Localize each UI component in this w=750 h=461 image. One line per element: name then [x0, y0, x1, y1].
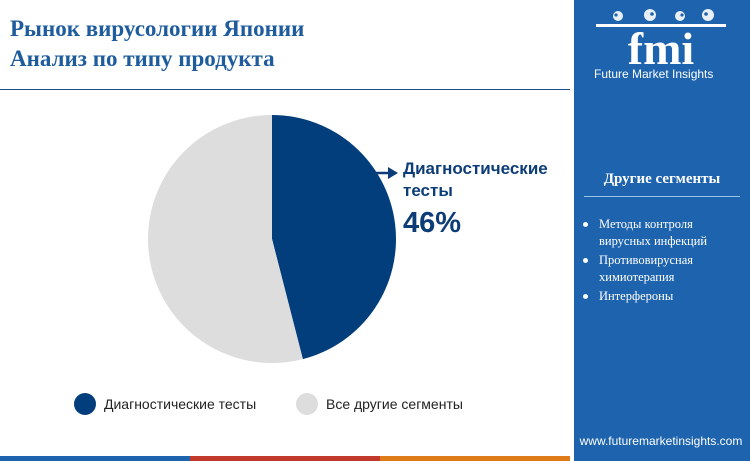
sidebar-separator [570, 0, 574, 461]
callout-arrow-icon [374, 167, 398, 179]
legend-swatch [74, 393, 96, 415]
legend-item-diagnostic-tests: Диагностические тесты [74, 393, 256, 415]
stripe-segment [190, 456, 380, 461]
page-title: Рынок вирусологии Японии Анализ по типу … [10, 14, 304, 74]
other-segments-list: Методы контроля вирусных инфекций Против… [582, 216, 742, 307]
title-line-1: Рынок вирусологии Японии [10, 16, 305, 41]
sidebar-panel [570, 0, 750, 461]
legend-label: Диагностические тесты [104, 396, 257, 412]
website-link[interactable]: www.futuremarketinsights.com [579, 434, 743, 448]
title-line-2: Анализ по типу продукта [10, 46, 275, 71]
legend-item-other-segments: Все другие сегменты [296, 393, 463, 415]
stripe-segment [0, 456, 190, 461]
list-item: Противовирусная химиотерапия [582, 252, 742, 286]
stripe-segment [380, 456, 570, 461]
other-segments-title: Другие сегменты [603, 171, 721, 187]
fmi-logo: fmi [596, 9, 726, 68]
legend-label: Все другие сегменты [326, 396, 463, 412]
chart-legend: Диагностические тесты Все другие сегмент… [0, 393, 570, 419]
chart-area [0, 100, 570, 390]
pie-slice-0 [272, 115, 396, 360]
list-item: Методы контроля вирусных инфекций [582, 216, 742, 250]
list-item: Интерфероны [582, 288, 742, 305]
pie-slice-1 [147, 115, 303, 364]
callout-value: 46% [403, 207, 462, 239]
callout-label: Диагностические тесты [403, 159, 548, 200]
pie-chart [147, 115, 396, 364]
other-segments-divider [584, 196, 740, 197]
legend-swatch [296, 393, 318, 415]
bottom-color-stripe [0, 456, 570, 461]
title-divider [0, 89, 570, 90]
logo-tagline: Future Market Insights [594, 67, 714, 81]
logo-text: fmi [628, 23, 695, 68]
